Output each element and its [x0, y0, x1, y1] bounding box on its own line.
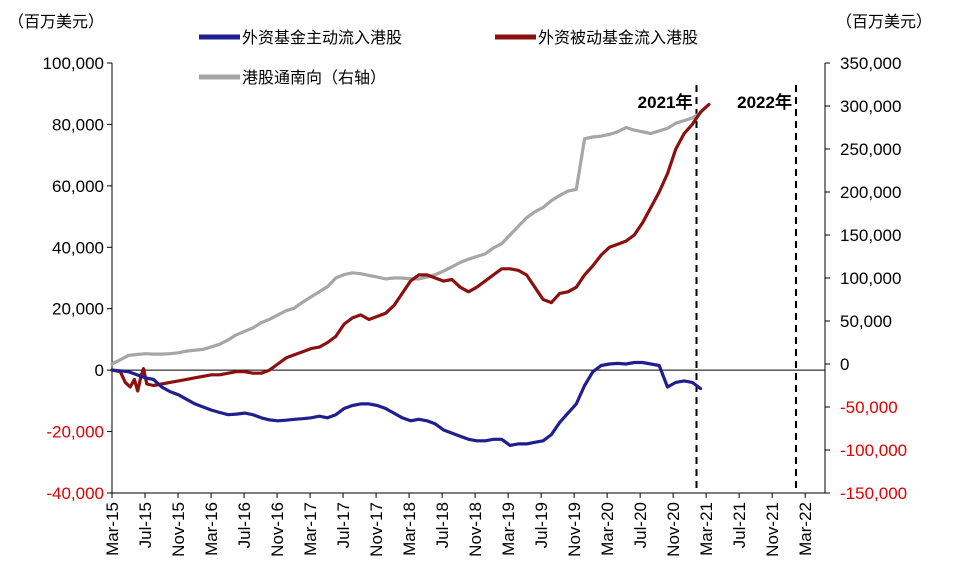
x-tick-label: Jul-16: [235, 502, 254, 548]
left-tick-label: -40,000: [46, 484, 104, 503]
x-tick-label: Jul-20: [631, 502, 650, 548]
right-tick-label: 200,000: [840, 183, 901, 202]
right-tick-label: 100,000: [840, 269, 901, 288]
right-tick-label: 350,000: [840, 54, 901, 73]
legend-item-active: 外资基金主动流入港股: [199, 28, 402, 47]
left-tick-label: 80,000: [52, 115, 104, 134]
left-tick-label: 20,000: [52, 300, 104, 319]
left-tick-label: -20,000: [46, 423, 104, 442]
x-tick-label: Mar-18: [400, 502, 419, 556]
x-axis: Mar-15 Jul-15 Nov-15 Mar-16 Jul-16 Nov-16 Mar-…: [103, 493, 815, 557]
x-tick-label: Mar-17: [301, 502, 320, 556]
x-tick-label: Jul-18: [433, 502, 452, 548]
legend-label-passive: 外资被动基金流入港股: [538, 28, 698, 47]
x-tick-label: Nov-17: [367, 502, 386, 557]
x-tick-label: Mar-20: [598, 502, 617, 556]
legend-item-passive: 外资被动基金流入港股: [495, 28, 698, 47]
x-tick-label: Nov-15: [169, 502, 188, 557]
series-line-southbound: [110, 111, 703, 366]
right-tick-label: -150,000: [840, 484, 907, 503]
x-tick-label: Nov-21: [763, 502, 782, 557]
x-tick-label: Jul-15: [136, 502, 155, 548]
right-tick-label: 0: [840, 355, 849, 374]
year-annotation-label: 2021年: [638, 92, 693, 112]
x-tick-label: Mar-16: [202, 502, 221, 556]
left-unit-label: （百万美元）: [8, 12, 104, 31]
right-y-axis: 350,000 300,000 250,000 200,000 150,000 100,0…: [825, 54, 907, 503]
series-line-passive: [110, 102, 711, 393]
legend-item-southbound: 港股通南向（右轴）: [199, 68, 386, 87]
legend-label-southbound: 港股通南向（右轴）: [242, 68, 386, 87]
right-tick-label: 150,000: [840, 226, 901, 245]
right-tick-label: -50,000: [840, 398, 898, 417]
x-tick-label: Nov-18: [466, 502, 485, 557]
legend-label-active: 外资基金主动流入港股: [242, 28, 402, 47]
left-tick-label: 60,000: [52, 177, 104, 196]
x-tick-label: Nov-19: [565, 502, 584, 557]
left-tick-label: 100,000: [43, 54, 104, 73]
left-y-axis: 100,000 80,000 60,000 40,000 20,000 0 -20,000 -…: [43, 54, 112, 503]
series-lines: [110, 102, 711, 447]
x-tick-label: Jul-19: [532, 502, 551, 548]
x-tick-label: Jul-17: [334, 502, 353, 548]
right-tick-label: 300,000: [840, 97, 901, 116]
right-tick-label: 50,000: [840, 312, 892, 331]
left-tick-label: 0: [95, 361, 104, 380]
x-tick-label: Mar-19: [499, 502, 518, 556]
x-tick-label: Jul-21: [730, 502, 749, 548]
right-tick-label: -100,000: [840, 441, 907, 460]
x-tick-label: Mar-22: [796, 502, 815, 556]
legend: 外资基金主动流入港股 外资被动基金流入港股 港股通南向（右轴）: [199, 28, 698, 87]
x-tick-label: Mar-15: [103, 502, 122, 556]
left-tick-label: 40,000: [52, 238, 104, 257]
x-tick-label: Mar-21: [697, 502, 716, 556]
x-tick-label: Nov-16: [268, 502, 287, 557]
year-annotations: 2021年 2022年: [638, 85, 797, 493]
right-unit-label: （百万美元）: [836, 12, 932, 31]
series-line-active: [110, 360, 703, 447]
right-tick-label: 250,000: [840, 140, 901, 159]
year-annotation-label: 2022年: [737, 92, 792, 112]
x-tick-label: Nov-20: [664, 502, 683, 557]
chart-frame: [111, 63, 826, 494]
